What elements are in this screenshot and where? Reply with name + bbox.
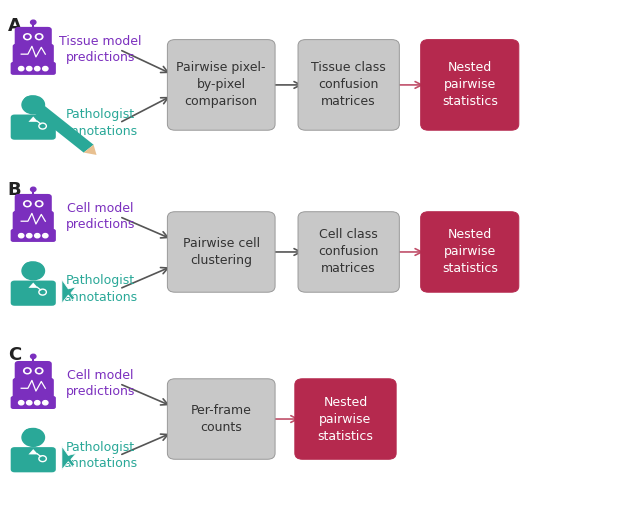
FancyBboxPatch shape xyxy=(13,44,54,66)
Circle shape xyxy=(37,202,41,205)
Circle shape xyxy=(35,34,43,40)
FancyBboxPatch shape xyxy=(298,212,399,292)
Text: Pathologist
annotations: Pathologist annotations xyxy=(63,108,137,137)
Circle shape xyxy=(35,201,43,207)
Circle shape xyxy=(22,429,45,446)
Circle shape xyxy=(26,370,29,372)
Circle shape xyxy=(26,35,29,38)
FancyBboxPatch shape xyxy=(42,215,52,230)
Text: Cell model
predictions: Cell model predictions xyxy=(65,202,135,231)
FancyBboxPatch shape xyxy=(11,62,56,75)
FancyBboxPatch shape xyxy=(295,379,396,459)
Text: Cell model
predictions: Cell model predictions xyxy=(65,369,135,399)
Circle shape xyxy=(31,187,36,191)
Text: Cell class
confusion
matrices: Cell class confusion matrices xyxy=(319,229,379,275)
FancyBboxPatch shape xyxy=(420,212,519,292)
FancyBboxPatch shape xyxy=(168,40,275,130)
FancyBboxPatch shape xyxy=(420,40,519,130)
Circle shape xyxy=(35,234,40,238)
FancyBboxPatch shape xyxy=(14,215,24,230)
FancyBboxPatch shape xyxy=(168,379,275,459)
Circle shape xyxy=(24,368,31,374)
FancyBboxPatch shape xyxy=(168,212,275,292)
FancyBboxPatch shape xyxy=(15,194,52,215)
FancyBboxPatch shape xyxy=(13,378,54,400)
FancyBboxPatch shape xyxy=(14,48,24,63)
Text: B: B xyxy=(8,181,21,199)
Circle shape xyxy=(26,202,29,205)
Circle shape xyxy=(24,201,31,207)
Polygon shape xyxy=(34,105,93,153)
Circle shape xyxy=(26,234,32,238)
Circle shape xyxy=(31,20,36,24)
Text: Pairwise cell
clustering: Pairwise cell clustering xyxy=(182,237,260,267)
FancyBboxPatch shape xyxy=(11,229,56,242)
FancyBboxPatch shape xyxy=(11,115,56,140)
Text: Tissue model
predictions: Tissue model predictions xyxy=(59,35,141,64)
Polygon shape xyxy=(28,449,38,455)
Circle shape xyxy=(22,96,45,114)
Circle shape xyxy=(22,262,45,280)
Circle shape xyxy=(19,234,24,238)
Circle shape xyxy=(43,234,48,238)
FancyBboxPatch shape xyxy=(15,27,52,48)
FancyBboxPatch shape xyxy=(42,382,52,397)
Text: Nested
pairwise
statistics: Nested pairwise statistics xyxy=(317,395,373,442)
Circle shape xyxy=(35,368,43,374)
FancyBboxPatch shape xyxy=(42,48,52,63)
Text: Pathologist
annotations: Pathologist annotations xyxy=(63,441,137,470)
Circle shape xyxy=(31,354,36,358)
FancyBboxPatch shape xyxy=(13,211,54,233)
Circle shape xyxy=(24,96,37,107)
Text: Nested
pairwise
statistics: Nested pairwise statistics xyxy=(442,229,498,275)
FancyBboxPatch shape xyxy=(11,396,56,409)
Circle shape xyxy=(37,35,41,38)
Circle shape xyxy=(19,401,24,405)
FancyBboxPatch shape xyxy=(11,280,56,306)
Text: Nested
pairwise
statistics: Nested pairwise statistics xyxy=(442,62,498,108)
Polygon shape xyxy=(62,446,76,470)
Circle shape xyxy=(26,401,32,405)
FancyBboxPatch shape xyxy=(11,447,56,472)
Text: Pairwise pixel-
by-pixel
comparison: Pairwise pixel- by-pixel comparison xyxy=(177,62,266,108)
Circle shape xyxy=(43,401,48,405)
Circle shape xyxy=(43,67,48,71)
Polygon shape xyxy=(28,282,38,288)
Polygon shape xyxy=(84,145,97,155)
Circle shape xyxy=(24,429,37,440)
FancyBboxPatch shape xyxy=(298,40,399,130)
Text: A: A xyxy=(8,17,22,35)
Circle shape xyxy=(24,262,37,273)
Text: C: C xyxy=(8,346,21,363)
Text: Per-frame
counts: Per-frame counts xyxy=(191,404,252,434)
Text: Tissue class
confusion
matrices: Tissue class confusion matrices xyxy=(311,62,386,108)
Circle shape xyxy=(24,34,31,40)
Circle shape xyxy=(19,67,24,71)
Polygon shape xyxy=(62,280,76,303)
Circle shape xyxy=(26,67,32,71)
Circle shape xyxy=(35,401,40,405)
Circle shape xyxy=(37,370,41,372)
Polygon shape xyxy=(28,117,38,122)
Text: Pathologist
annotations: Pathologist annotations xyxy=(63,274,137,304)
FancyBboxPatch shape xyxy=(14,382,24,397)
Circle shape xyxy=(35,67,40,71)
FancyBboxPatch shape xyxy=(15,361,52,382)
